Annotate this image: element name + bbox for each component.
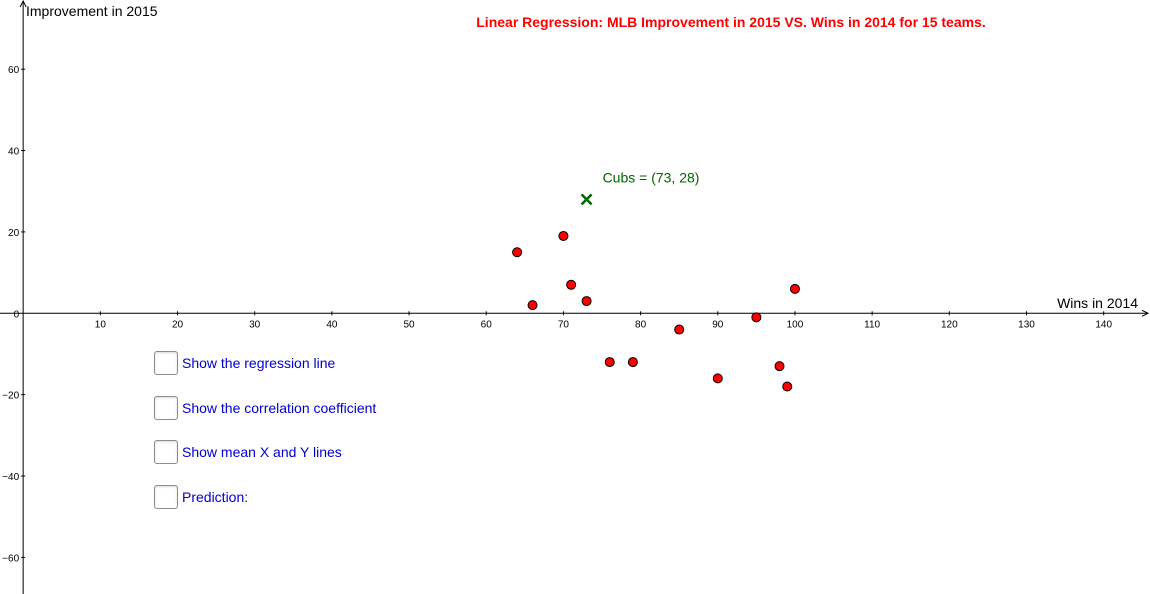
mean-lines-checkbox[interactable]: Show mean X and Y lines: [154, 438, 376, 466]
checkbox-label: Show the correlation coefficient: [182, 399, 377, 416]
x-tick-label: 130: [1018, 319, 1035, 330]
x-tick-label: 40: [326, 319, 338, 330]
checkbox-box[interactable]: [154, 484, 178, 509]
y-axis-arrow-icon: [19, 0, 27, 8]
data-point: [674, 324, 685, 335]
data-point: [627, 357, 638, 368]
data-points: [512, 230, 800, 392]
y-tick-label: 40: [8, 147, 20, 158]
data-point: [789, 283, 800, 294]
x-tick-label: 20: [172, 319, 184, 330]
highlight-group: Cubs = (73, 28): [580, 169, 700, 206]
x-tick-label: 50: [403, 319, 415, 330]
y-tick-label: −20: [2, 391, 19, 402]
checkbox-label: Prediction:: [182, 488, 249, 505]
chart-title: Linear Regression: MLB Improvement in 20…: [476, 14, 985, 30]
x-tick-label: 140: [1095, 319, 1112, 330]
x-tick-label: 10: [95, 319, 107, 330]
x-axis-label: Wins in 2014: [1057, 295, 1138, 311]
prediction-checkbox[interactable]: Prediction:: [154, 483, 376, 511]
controls-panel: Show the regression line Show the correl…: [154, 349, 376, 527]
checkbox-box[interactable]: [154, 395, 178, 420]
data-point: [751, 312, 762, 323]
checkbox-label: Show the regression line: [182, 355, 336, 371]
regression-line-checkbox[interactable]: Show the regression line: [154, 349, 376, 377]
data-point: [604, 357, 615, 368]
data-point: [581, 296, 592, 307]
x-tick-label: 120: [941, 319, 958, 330]
y-axis-label: Improvement in 2015: [26, 3, 158, 19]
x-tick-label: 110: [864, 319, 880, 330]
y-tick-label: 20: [8, 228, 20, 239]
x-tick-label: 60: [481, 319, 493, 330]
data-point: [774, 361, 785, 372]
checkbox-box[interactable]: [154, 440, 178, 464]
data-point: [512, 247, 523, 258]
y-tick-label: −40: [2, 472, 19, 483]
y-tick-label: 60: [8, 65, 20, 76]
x-tick-label: 30: [249, 319, 261, 330]
data-point: [558, 230, 569, 241]
highlight-point-cross-icon: [580, 193, 593, 206]
y-tick-label: −60: [2, 553, 19, 564]
data-point: [527, 300, 538, 311]
correlation-coefficient-checkbox[interactable]: Show the correlation coefficient: [154, 394, 376, 422]
y-ticks: 60 40 20 0 −20 −40 −60: [2, 65, 26, 564]
checkbox-label: Show mean X and Y lines: [182, 444, 342, 460]
x-tick-label: 100: [787, 319, 804, 330]
data-point: [566, 279, 577, 290]
highlight-point-label: Cubs = (73, 28): [603, 169, 700, 185]
y-tick-label: 0: [14, 309, 20, 320]
x-ticks: 10 20 30 40 50 60 70 80 90 100 110 120 130 140: [95, 311, 1112, 330]
x-tick-label: 70: [558, 319, 570, 330]
x-tick-label: 90: [712, 319, 724, 330]
data-point: [712, 373, 723, 384]
checkbox-box[interactable]: [154, 351, 178, 375]
x-tick-label: 80: [635, 319, 647, 330]
data-point: [782, 381, 793, 392]
x-axis-arrow-icon: [1141, 309, 1150, 317]
